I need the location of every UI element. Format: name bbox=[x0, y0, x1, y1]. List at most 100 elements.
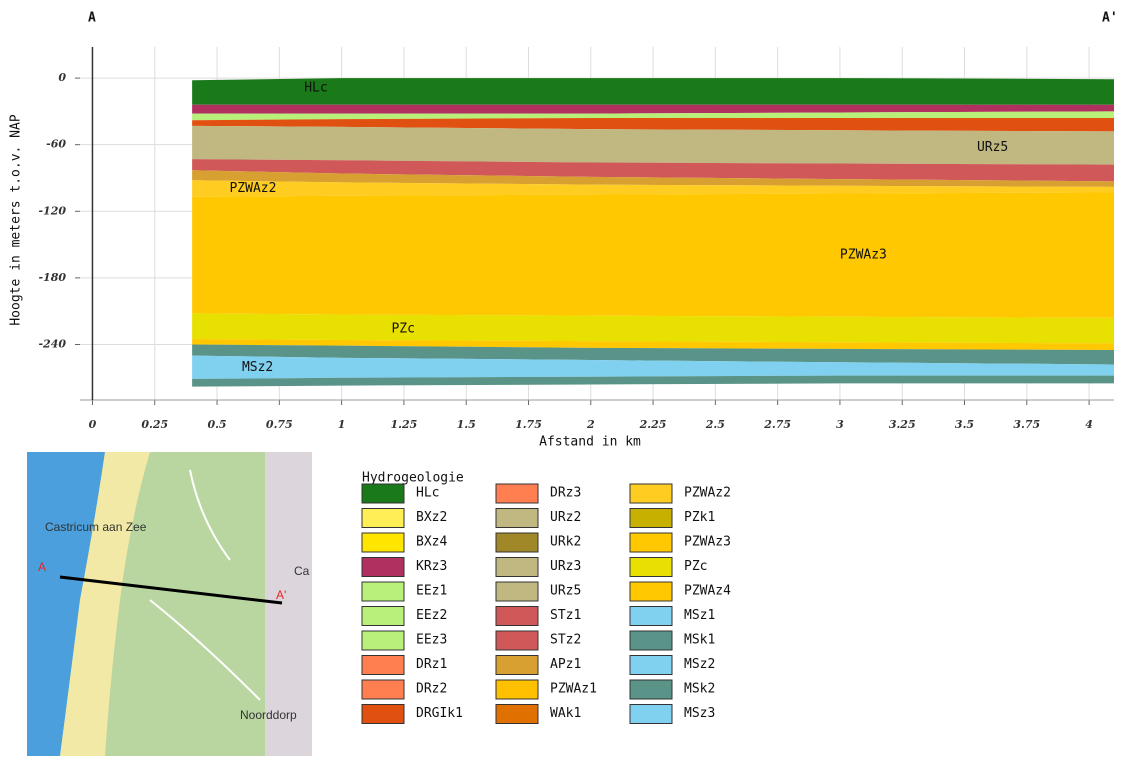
map-label: A bbox=[38, 560, 46, 574]
x-tick-label: 0.75 bbox=[266, 418, 293, 431]
legend-label: URz2 bbox=[550, 510, 581, 525]
legend-swatch bbox=[630, 631, 672, 650]
legend-label: APz1 bbox=[550, 657, 581, 672]
x-tick-label: 2.75 bbox=[763, 418, 791, 431]
legend-label: PZc bbox=[684, 559, 707, 574]
legend-swatch bbox=[630, 680, 672, 699]
legend-label: PZWAz1 bbox=[550, 682, 597, 697]
legend-swatch bbox=[362, 484, 404, 503]
legend-swatch bbox=[362, 680, 404, 699]
y-tick-label: 0 bbox=[58, 71, 66, 84]
layer bbox=[192, 126, 1114, 165]
legend-label: DRz2 bbox=[416, 682, 447, 697]
x-tick-label: 2.25 bbox=[639, 418, 667, 431]
legend-label: URz3 bbox=[550, 559, 581, 574]
legend-swatch bbox=[362, 509, 404, 528]
layer-label: PZWAz2 bbox=[229, 181, 276, 196]
map: Castricum aan Zee A A' Ca Noorddorp bbox=[27, 452, 312, 756]
legend-swatch bbox=[362, 607, 404, 626]
legend-label: URz5 bbox=[550, 584, 581, 599]
legend-swatch bbox=[496, 656, 538, 675]
legend-swatch bbox=[496, 607, 538, 626]
legend-swatch bbox=[362, 533, 404, 552]
layer-label: HLc bbox=[304, 80, 327, 95]
x-tick-label: 3.25 bbox=[889, 418, 916, 431]
legend-label: PZWAz2 bbox=[684, 486, 731, 501]
legend-swatch bbox=[630, 582, 672, 601]
x-axis-label: Afstand in km bbox=[539, 435, 641, 450]
legend-swatch bbox=[630, 484, 672, 503]
layer bbox=[192, 313, 1114, 343]
legend-label: MSk2 bbox=[684, 682, 715, 697]
legend-label: HLc bbox=[416, 486, 439, 501]
legend-label: BXz4 bbox=[416, 535, 447, 550]
y-tick-label: -120 bbox=[38, 204, 66, 217]
legend-label: MSz1 bbox=[684, 608, 715, 623]
start-label: A bbox=[88, 11, 96, 26]
x-tick-label: 3 bbox=[836, 418, 844, 431]
legend-swatch bbox=[362, 558, 404, 577]
legend-label: WAk1 bbox=[550, 706, 581, 721]
layer-label: PZWAz3 bbox=[840, 248, 887, 263]
y-axis-label: Hoogte in meters t.o.v. NAP bbox=[9, 114, 24, 325]
map-label: Castricum aan Zee bbox=[45, 520, 147, 534]
layer-label: URz5 bbox=[977, 140, 1008, 155]
legend-label: MSk1 bbox=[684, 633, 715, 648]
x-tick-label: 1 bbox=[338, 418, 346, 431]
legend-label: DRz1 bbox=[416, 657, 447, 672]
legend-swatch bbox=[362, 582, 404, 601]
legend-swatch bbox=[496, 533, 538, 552]
legend-swatch bbox=[496, 509, 538, 528]
legend-label: STz2 bbox=[550, 633, 581, 648]
legend-label: EEz3 bbox=[416, 633, 447, 648]
legend-label: PZk1 bbox=[684, 510, 715, 525]
x-tick-label: 4 bbox=[1085, 418, 1093, 431]
x-tick-label: 2 bbox=[586, 418, 595, 431]
x-tick-label: 1.25 bbox=[391, 418, 418, 431]
map-label: A' bbox=[276, 588, 286, 602]
legend-label: KRz3 bbox=[416, 559, 447, 574]
legend-label: DRz3 bbox=[550, 486, 581, 501]
legend-label: EEz1 bbox=[416, 584, 447, 599]
y-tick-label: -180 bbox=[38, 271, 66, 284]
x-tick-label: 1.5 bbox=[457, 418, 476, 431]
legend-label: STz1 bbox=[550, 608, 581, 623]
legend-label: MSz2 bbox=[684, 657, 715, 672]
end-label: A' bbox=[1102, 11, 1118, 26]
legend-swatch bbox=[496, 582, 538, 601]
y-tick-label: -60 bbox=[46, 138, 66, 151]
legend-title: Hydrogeologie bbox=[362, 471, 464, 486]
y-tick-label: -240 bbox=[38, 337, 66, 350]
legend-swatch bbox=[630, 656, 672, 675]
legend-swatch bbox=[630, 509, 672, 528]
legend-label: URk2 bbox=[550, 535, 581, 550]
legend-label: PZWAz4 bbox=[684, 584, 731, 599]
legend-swatch bbox=[496, 631, 538, 650]
legend-swatch bbox=[496, 558, 538, 577]
x-tick-label: 0.25 bbox=[141, 418, 168, 431]
x-tick-label: 0 bbox=[89, 418, 97, 431]
legend-swatch bbox=[362, 656, 404, 675]
legend-swatch bbox=[630, 705, 672, 724]
legend-label: BXz2 bbox=[416, 510, 447, 525]
layer-label: MSz2 bbox=[242, 360, 273, 375]
x-tick-label: 3.5 bbox=[955, 418, 974, 431]
map-label: Ca bbox=[294, 564, 310, 578]
legend-swatch bbox=[496, 484, 538, 503]
layer bbox=[192, 78, 1114, 105]
legend-swatch bbox=[630, 558, 672, 577]
x-tick-label: 0.5 bbox=[207, 418, 226, 431]
legend-swatch bbox=[630, 607, 672, 626]
legend-swatch bbox=[496, 680, 538, 699]
legend-swatch bbox=[496, 705, 538, 724]
page: A A' Hoogte in meters t.o.v. NAP Afstand… bbox=[0, 0, 1124, 756]
legend-swatch bbox=[630, 533, 672, 552]
x-tick-label: 3.75 bbox=[1013, 418, 1040, 431]
legend-swatch bbox=[362, 631, 404, 650]
map-label: Noorddorp bbox=[240, 708, 297, 722]
legend-label: DRGIk1 bbox=[416, 706, 463, 721]
legend-label: PZWAz3 bbox=[684, 535, 731, 550]
legend-swatch bbox=[362, 705, 404, 724]
x-tick-label: 2.5 bbox=[705, 418, 725, 431]
layer-label: PZc bbox=[391, 321, 414, 336]
